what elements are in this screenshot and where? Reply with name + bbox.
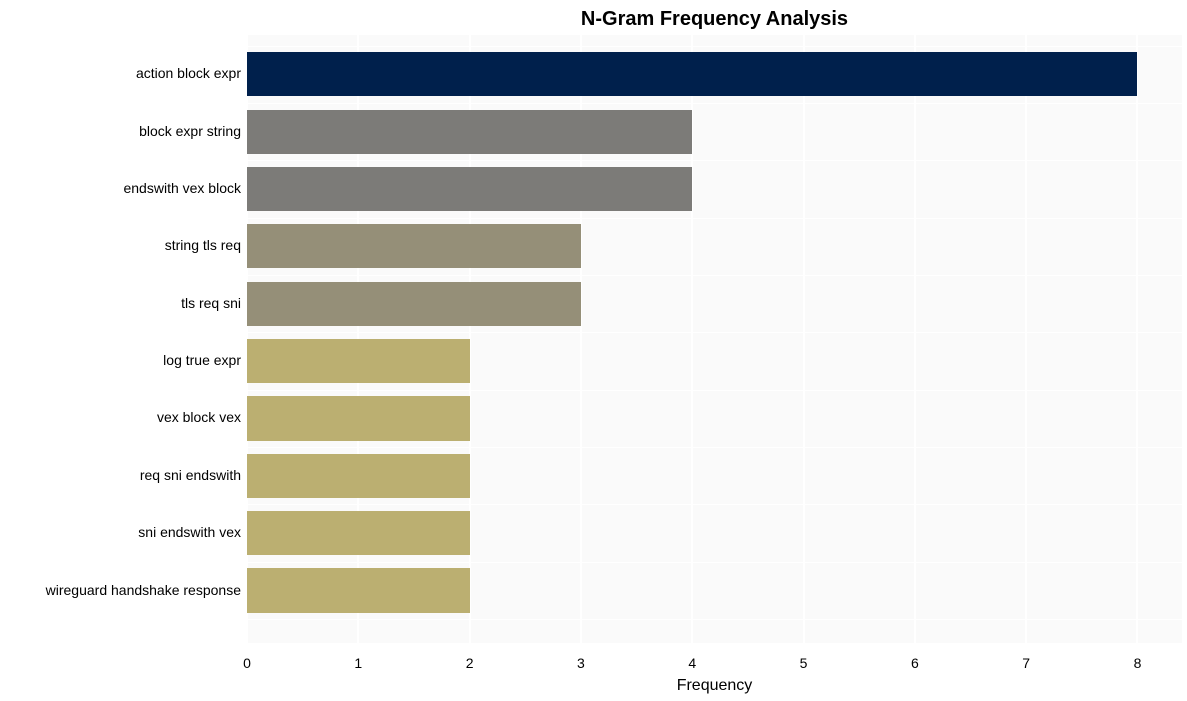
x-tick-label: 3 bbox=[577, 655, 585, 671]
bar bbox=[247, 167, 692, 211]
grid-line bbox=[914, 35, 916, 643]
grid-line bbox=[803, 35, 805, 643]
y-tick-label: log true expr bbox=[163, 352, 241, 368]
x-tick-label: 7 bbox=[1022, 655, 1030, 671]
bar bbox=[247, 52, 1137, 96]
y-tick-label: wireguard handshake response bbox=[46, 582, 241, 598]
h-grid-line bbox=[247, 103, 1182, 104]
h-grid-line bbox=[247, 46, 1182, 47]
x-tick-label: 4 bbox=[688, 655, 696, 671]
y-tick-label: req sni endswith bbox=[140, 467, 241, 483]
h-grid-line bbox=[247, 275, 1182, 276]
x-tick-label: 6 bbox=[911, 655, 919, 671]
chart-container: N-Gram Frequency Analysis action block e… bbox=[0, 0, 1187, 701]
y-tick-label: tls req sni bbox=[181, 295, 241, 311]
chart-title: N-Gram Frequency Analysis bbox=[247, 8, 1182, 31]
bar bbox=[247, 224, 581, 268]
bar bbox=[247, 110, 692, 154]
h-grid-line bbox=[247, 160, 1182, 161]
y-tick-label: sni endswith vex bbox=[138, 524, 241, 540]
h-grid-line bbox=[247, 619, 1182, 620]
y-tick-label: action block expr bbox=[136, 65, 241, 81]
x-tick-label: 1 bbox=[354, 655, 362, 671]
plot-area bbox=[247, 35, 1182, 643]
bar bbox=[247, 339, 470, 383]
grid-line bbox=[1025, 35, 1027, 643]
x-tick-label: 2 bbox=[466, 655, 474, 671]
h-grid-line bbox=[247, 504, 1182, 505]
bar bbox=[247, 511, 470, 555]
h-grid-line bbox=[247, 218, 1182, 219]
bar bbox=[247, 282, 581, 326]
bar bbox=[247, 454, 470, 498]
h-grid-line bbox=[247, 447, 1182, 448]
h-grid-line bbox=[247, 562, 1182, 563]
h-grid-line bbox=[247, 332, 1182, 333]
y-tick-label: string tls req bbox=[165, 237, 241, 253]
h-grid-line bbox=[247, 390, 1182, 391]
x-tick-label: 0 bbox=[243, 655, 251, 671]
y-tick-label: block expr string bbox=[139, 123, 241, 139]
y-tick-label: endswith vex block bbox=[123, 180, 241, 196]
bar bbox=[247, 568, 470, 612]
y-tick-label: vex block vex bbox=[157, 409, 241, 425]
x-tick-label: 8 bbox=[1134, 655, 1142, 671]
bar bbox=[247, 396, 470, 440]
x-tick-label: 5 bbox=[800, 655, 808, 671]
grid-line bbox=[1136, 35, 1138, 643]
x-axis-label: Frequency bbox=[247, 677, 1182, 695]
